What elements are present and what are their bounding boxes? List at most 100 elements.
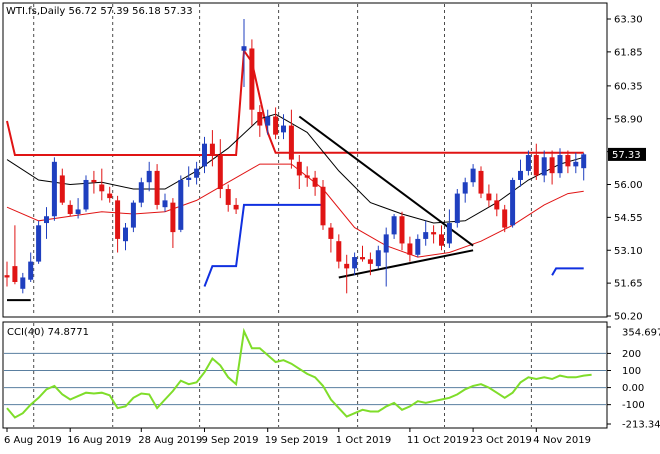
candle: [454, 189, 460, 228]
candle-body: [123, 227, 128, 242]
candle-body: [170, 202, 176, 233]
candle-body: [67, 204, 73, 214]
candle-body: [209, 143, 215, 156]
candle-body: [383, 234, 389, 253]
ascending-trendline: [338, 249, 474, 279]
candle: [518, 159, 523, 187]
candle: [115, 195, 121, 253]
price-tick-label: 63.30: [614, 15, 643, 26]
candle-body: [28, 261, 34, 280]
candle-body: [146, 170, 152, 183]
cci-axis: 354.6973 200 100 0.00 -100 -213.340: [607, 326, 660, 431]
candle: [51, 157, 57, 221]
candle: [178, 175, 184, 233]
candle-body: [367, 259, 373, 264]
candle: [533, 143, 539, 180]
cci-tick-label: 200: [622, 349, 641, 360]
candle: [478, 166, 484, 199]
candle: [28, 252, 34, 282]
candle-body: [320, 186, 326, 226]
time-tick-label: 6 Aug 2019: [4, 435, 62, 446]
candle-body: [138, 182, 144, 203]
candle-body: [154, 170, 160, 205]
candle-body: [249, 48, 255, 110]
cci-tick-label: -213.340: [622, 420, 660, 431]
candle: [20, 272, 26, 294]
candle-body: [344, 263, 350, 269]
candle-body: [486, 193, 492, 201]
candle-body: [99, 184, 105, 192]
candle: [162, 193, 168, 212]
price-tick-label: 60.35: [614, 81, 643, 92]
candle: [439, 225, 444, 251]
candle-body: [36, 225, 42, 262]
candle-body: [288, 125, 294, 160]
candle: [241, 19, 247, 88]
candle: [288, 109, 294, 169]
cci-pane-frame: [2, 321, 608, 429]
time-tick-label: 16 Aug 2019: [67, 435, 131, 446]
candle-body: [391, 216, 397, 235]
candle-body: [525, 155, 531, 171]
candle-body: [257, 111, 263, 126]
candle: [581, 152, 587, 181]
candle-body: [541, 157, 547, 176]
candle-body: [75, 209, 81, 214]
candle-body: [265, 116, 271, 126]
candle: [415, 234, 421, 258]
candle: [273, 107, 279, 140]
candle-body: [494, 200, 500, 210]
candle: [249, 39, 255, 126]
candle: [154, 164, 160, 210]
time-axis: 6 Aug 2019 16 Aug 2019 28 Aug 2019 9 Sep 20…: [4, 428, 591, 446]
cci-tick-label: 100: [622, 366, 641, 377]
candle: [367, 252, 373, 276]
candle: [423, 220, 429, 246]
candle: [486, 184, 492, 208]
descending-trendline: [298, 115, 474, 247]
candle: [557, 148, 563, 178]
cci-levels: [4, 352, 606, 406]
candle-body: [20, 277, 26, 289]
candle-body: [273, 116, 279, 135]
candle: [304, 166, 310, 187]
candle: [4, 261, 10, 287]
candle: [44, 207, 49, 239]
candle-body: [549, 157, 555, 174]
candle: [138, 177, 144, 208]
candle-body: [431, 232, 437, 235]
candle-body: [407, 243, 413, 255]
candle: [186, 166, 192, 187]
price-tick-label: 56.00: [614, 180, 643, 191]
candle: [494, 193, 500, 217]
candle-body: [296, 161, 302, 176]
candle: [296, 155, 302, 190]
candle: [217, 139, 223, 199]
candle-body: [518, 170, 523, 180]
price-tick-label: 50.20: [614, 312, 643, 323]
candle-body: [478, 170, 484, 194]
candle: [257, 105, 263, 137]
candle: [170, 198, 176, 248]
price-tick-label: 53.10: [614, 246, 643, 257]
time-tick-label: 1 Oct 2019: [336, 435, 391, 446]
candle: [344, 254, 350, 294]
candle: [91, 170, 97, 194]
support-line: [203, 203, 323, 287]
candle-body: [415, 238, 421, 255]
candle: [470, 164, 476, 187]
time-tick-label: 23 Oct 2019: [470, 435, 532, 446]
candle-body: [502, 209, 508, 228]
candle: [391, 213, 397, 239]
candle: [225, 184, 231, 212]
candle-body: [470, 168, 476, 183]
candle-body: [510, 179, 516, 226]
candle: [446, 209, 452, 248]
candle-body: [4, 275, 10, 278]
time-tick-label: 19 Sep 2019: [265, 435, 328, 446]
candle: [399, 211, 405, 251]
candle: [549, 150, 555, 185]
